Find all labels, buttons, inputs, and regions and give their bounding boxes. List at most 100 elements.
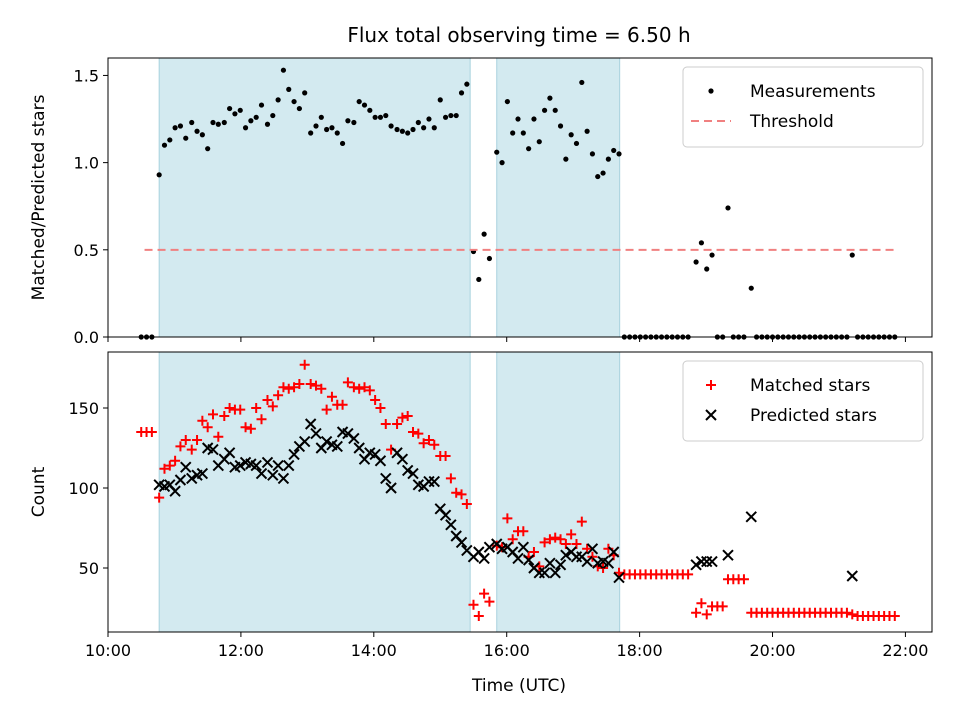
data-point: [846, 570, 858, 582]
data-point: [354, 383, 365, 394]
data-point: [479, 588, 490, 599]
data-point: [167, 137, 173, 143]
data-point: [305, 379, 316, 389]
data-point: [483, 541, 496, 553]
data-point: [348, 382, 359, 393]
data-point: [367, 107, 373, 113]
data-point: [380, 472, 392, 485]
data-point: [174, 474, 187, 486]
data-point: [541, 107, 548, 113]
data-point: [227, 105, 233, 112]
data-point: [889, 611, 900, 621]
data-point: [250, 459, 262, 472]
data-point: [308, 130, 314, 136]
data-point: [408, 427, 419, 437]
data-point: [428, 475, 440, 488]
data-point: [579, 79, 585, 86]
data-point: [256, 414, 267, 425]
x-tick-label: 20:00: [749, 641, 795, 660]
observing-window-1: [158, 57, 471, 338]
data-point: [385, 482, 397, 494]
data-point: [397, 412, 408, 423]
x-tick-label: 22:00: [882, 641, 928, 660]
data-point: [589, 151, 596, 157]
data-point: [253, 114, 259, 120]
data-point: [847, 609, 858, 620]
legend-box: [682, 360, 924, 442]
data-point: [275, 97, 281, 103]
data-point: [517, 541, 530, 553]
data-point: [302, 90, 308, 96]
data-point: [331, 440, 343, 453]
data-point: [544, 534, 555, 545]
data-point: [701, 555, 713, 568]
data-point: [539, 537, 550, 548]
data-point: [478, 552, 490, 565]
legend-marker: [706, 380, 716, 390]
count-panel: 10:00 12:00 14:00 16:00 18:00 20:00 22:00 50 10…: [29, 351, 933, 660]
data-point: [192, 435, 203, 445]
data-point: [348, 432, 360, 445]
data-point: [221, 119, 227, 126]
count-panel-frame: [107, 351, 933, 633]
data-point: [170, 455, 181, 466]
data-point: [356, 98, 362, 105]
data-point: [410, 126, 416, 133]
data-point: [299, 359, 310, 370]
data-point: [267, 401, 278, 412]
data-point: [538, 567, 551, 579]
observing-window-1: [158, 351, 471, 633]
data-point: [339, 140, 346, 147]
data-point: [213, 431, 224, 442]
data-point: [405, 130, 411, 136]
data-point: [374, 455, 387, 467]
data-point: [614, 567, 625, 578]
x-axis-label: Time (UTC): [471, 676, 566, 696]
x-tick-label: 14:00: [351, 641, 397, 660]
legend-label: Measurements: [750, 82, 876, 102]
data-point: [442, 114, 449, 120]
data-point: [272, 459, 284, 472]
data-point: [421, 125, 427, 131]
data-point: [547, 95, 553, 101]
data-point: [304, 418, 317, 430]
data-point: [261, 456, 274, 469]
data-point: [476, 276, 482, 283]
data-point: [316, 383, 327, 394]
data-point: [345, 118, 351, 124]
data-point: [388, 123, 394, 129]
data-point: [502, 513, 513, 524]
data-point: [189, 119, 195, 126]
data-point: [154, 492, 165, 503]
data-point: [600, 170, 606, 176]
data-point: [486, 255, 493, 262]
data-point: [396, 453, 409, 465]
data-point: [440, 451, 451, 461]
data-point: [464, 81, 470, 87]
data-point: [394, 126, 400, 133]
data-point: [748, 285, 754, 291]
data-point: [613, 571, 625, 584]
data-point: [510, 130, 516, 136]
data-point: [215, 121, 221, 127]
data-point: [255, 467, 268, 480]
data-point: [370, 395, 381, 405]
data-point: [576, 516, 587, 527]
y-tick-label: 100: [68, 479, 99, 498]
data-point: [709, 252, 715, 258]
legend-marker: [708, 88, 714, 94]
data-point: [445, 519, 457, 531]
data-point: [202, 422, 213, 433]
data-point: [278, 382, 289, 393]
data-point: [455, 536, 468, 549]
data-point: [448, 112, 454, 119]
x-tick-label: 12:00: [218, 641, 264, 660]
data-point: [690, 559, 702, 571]
data-point: [320, 435, 333, 448]
data-point: [210, 119, 216, 126]
data-point: [283, 383, 294, 394]
data-point: [849, 252, 855, 258]
data-point: [745, 511, 757, 523]
count-panel-legend: Matched stars Predicted stars: [682, 360, 924, 442]
